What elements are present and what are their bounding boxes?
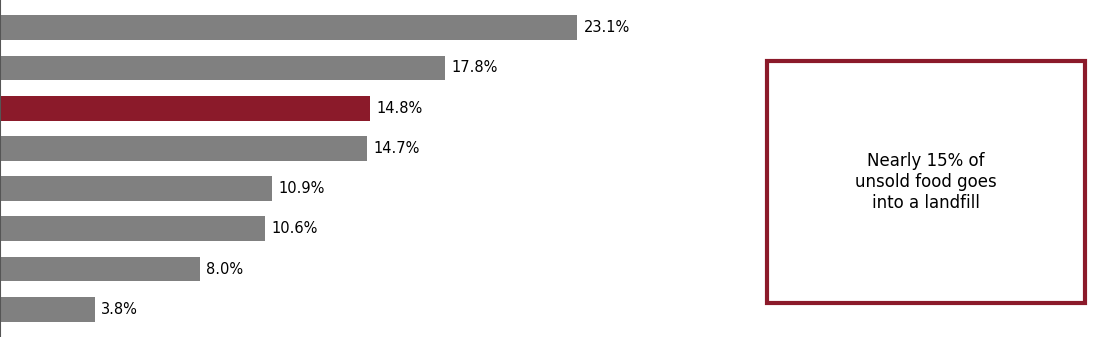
Text: 10.6%: 10.6%	[271, 221, 318, 236]
Bar	[0, 216, 265, 241]
Bar	[0, 96, 370, 121]
FancyBboxPatch shape	[767, 61, 1085, 303]
Text: 14.8%: 14.8%	[376, 101, 422, 116]
Bar	[0, 15, 577, 40]
Text: Nearly 15% of
unsold food goes
into a landfill: Nearly 15% of unsold food goes into a la…	[855, 152, 997, 212]
Text: 17.8%: 17.8%	[451, 60, 498, 75]
Text: 23.1%: 23.1%	[583, 20, 630, 35]
Bar	[0, 297, 95, 322]
Text: 10.9%: 10.9%	[279, 181, 325, 196]
Text: 8.0%: 8.0%	[206, 262, 243, 277]
Bar	[0, 256, 200, 281]
Bar	[0, 176, 272, 201]
Bar	[0, 56, 445, 81]
Text: 3.8%: 3.8%	[101, 302, 138, 317]
Bar	[0, 136, 367, 161]
Text: 14.7%: 14.7%	[374, 141, 420, 156]
